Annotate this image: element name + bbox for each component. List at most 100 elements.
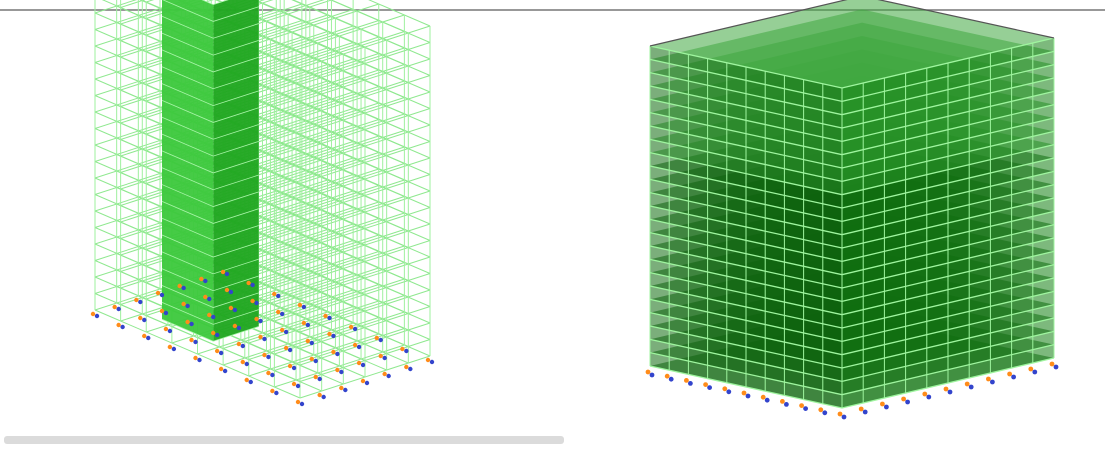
support xyxy=(353,343,357,347)
support xyxy=(688,381,693,386)
support xyxy=(339,370,343,374)
support xyxy=(884,405,889,410)
support xyxy=(215,349,219,353)
support xyxy=(160,309,164,313)
support xyxy=(859,407,864,412)
support xyxy=(116,323,120,327)
support xyxy=(241,360,245,364)
support xyxy=(986,377,991,382)
support xyxy=(1007,372,1012,377)
support xyxy=(327,332,331,336)
support xyxy=(229,290,233,294)
support xyxy=(134,298,138,302)
support xyxy=(1032,370,1037,375)
support xyxy=(335,352,339,356)
support xyxy=(288,348,292,352)
support xyxy=(207,313,211,317)
support xyxy=(880,402,885,407)
support xyxy=(95,314,99,318)
support xyxy=(905,400,910,405)
support xyxy=(969,385,974,390)
support xyxy=(138,300,142,304)
support xyxy=(203,295,207,299)
support xyxy=(343,388,347,392)
support xyxy=(842,415,847,420)
support xyxy=(91,312,95,316)
support xyxy=(318,377,322,381)
support xyxy=(404,349,408,353)
support xyxy=(669,377,674,382)
support xyxy=(207,297,211,301)
support xyxy=(112,305,116,309)
support xyxy=(339,386,343,390)
support xyxy=(225,288,229,292)
support xyxy=(219,367,223,371)
support xyxy=(172,347,176,351)
support xyxy=(181,302,185,306)
support xyxy=(284,330,288,334)
support xyxy=(746,394,751,399)
support xyxy=(164,327,168,331)
support xyxy=(199,277,203,281)
support xyxy=(314,375,318,379)
support xyxy=(189,322,193,326)
support xyxy=(296,400,300,404)
support xyxy=(193,356,197,360)
support xyxy=(818,407,823,412)
support xyxy=(357,361,361,365)
support xyxy=(404,365,408,369)
support xyxy=(225,272,229,276)
support xyxy=(799,403,804,408)
support xyxy=(274,391,278,395)
support xyxy=(722,386,727,391)
support xyxy=(292,382,296,386)
support xyxy=(803,406,808,411)
support xyxy=(142,334,146,338)
support xyxy=(298,303,302,307)
support xyxy=(430,360,434,364)
support xyxy=(276,294,280,298)
support xyxy=(335,368,339,372)
support xyxy=(922,392,927,397)
caption-blur xyxy=(4,436,564,444)
support xyxy=(327,316,331,320)
support xyxy=(211,331,215,335)
support xyxy=(237,326,241,330)
support xyxy=(365,381,369,385)
support xyxy=(323,314,327,318)
support xyxy=(254,301,258,305)
support xyxy=(948,390,953,395)
support xyxy=(349,325,353,329)
support xyxy=(400,347,404,351)
support xyxy=(250,299,254,303)
support xyxy=(138,316,142,320)
support xyxy=(761,395,766,400)
support xyxy=(703,382,708,387)
support xyxy=(181,286,185,290)
support xyxy=(306,339,310,343)
support xyxy=(926,395,931,400)
support xyxy=(164,311,168,315)
support xyxy=(646,370,651,375)
support xyxy=(185,320,189,324)
support xyxy=(838,412,843,417)
support xyxy=(302,321,306,325)
support xyxy=(1028,367,1033,372)
support xyxy=(120,325,124,329)
support xyxy=(262,337,266,341)
support xyxy=(331,350,335,354)
support xyxy=(742,391,747,396)
support xyxy=(229,306,233,310)
support xyxy=(245,362,249,366)
support xyxy=(254,317,258,321)
support xyxy=(142,318,146,322)
support xyxy=(684,378,689,383)
support xyxy=(361,363,365,367)
support xyxy=(990,380,995,385)
support xyxy=(901,397,906,402)
support xyxy=(197,358,201,362)
support xyxy=(280,328,284,332)
support xyxy=(246,281,250,285)
support xyxy=(272,292,276,296)
support xyxy=(357,345,361,349)
